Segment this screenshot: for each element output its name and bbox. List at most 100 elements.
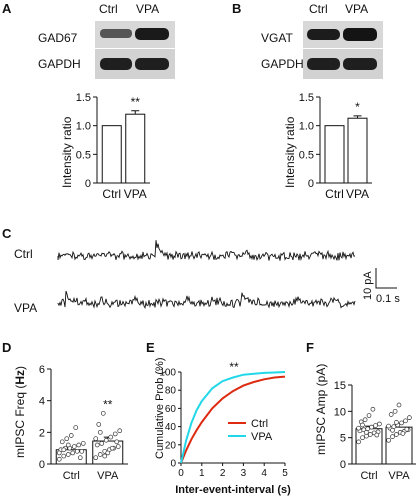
legend-label-vpa: VPA xyxy=(251,431,273,443)
significance-mark: * xyxy=(355,100,360,114)
chart-d: 0 2 4 6 Ctrl ** VPA mIPSC Freq (Hz) xyxy=(13,364,128,482)
data-point-vpa xyxy=(403,418,408,424)
data-point-ctrl xyxy=(65,442,71,448)
y-tick-label: 6 xyxy=(39,364,45,376)
y-tick-label: 5 xyxy=(340,433,346,445)
y-tick-label: 0.5 xyxy=(76,149,91,161)
series-line-vpa xyxy=(180,371,286,464)
trace-ctrl xyxy=(57,240,356,262)
data-point-vpa xyxy=(386,437,391,443)
y-tick-label: 4 xyxy=(39,396,45,408)
y-tick-label: 0 xyxy=(85,178,91,190)
data-point-ctrl xyxy=(61,447,67,453)
y-tick-label: 0 xyxy=(170,459,176,470)
y-tick-label: 80 xyxy=(165,386,177,397)
data-point-ctrl xyxy=(65,452,71,457)
x-tick-label-vpa: VPA xyxy=(388,470,410,482)
data-point-vpa xyxy=(109,445,115,451)
bar-ctrl xyxy=(324,125,345,184)
y-tick-label: 1.0 xyxy=(299,121,314,133)
error-bar-vpa xyxy=(353,115,362,119)
x-tick-label-ctrl: Ctrl xyxy=(360,470,377,482)
data-point-vpa xyxy=(394,432,399,437)
data-point-vpa xyxy=(404,426,410,432)
x-tick-label-vpa: VPA xyxy=(124,187,147,201)
data-point-vpa xyxy=(400,431,406,436)
x-tick-label: 3 xyxy=(241,468,247,479)
panel-label-a: A xyxy=(2,1,12,16)
data-point-vpa xyxy=(100,410,106,416)
data-point-ctrl xyxy=(74,448,80,454)
data-point-ctrl xyxy=(366,413,372,418)
x-tick-label: 4 xyxy=(261,468,267,479)
data-point-ctrl xyxy=(61,453,67,459)
data-point-ctrl xyxy=(80,441,86,446)
lane-label-vpa-a: VPA xyxy=(136,2,159,16)
data-point-vpa xyxy=(117,428,123,434)
y-tick-label: 1.5 xyxy=(299,92,314,104)
y-tick-label: 15 xyxy=(334,380,346,392)
significance-mark: ** xyxy=(229,360,239,374)
chart-f: 0 5 10 15 Ctrl VPA mIPSC Amp (pA) xyxy=(314,364,416,482)
data-point-vpa xyxy=(108,434,114,440)
data-point-ctrl xyxy=(70,450,76,456)
bar-ctrl xyxy=(101,125,122,184)
x-tick-label-vpa: VPA xyxy=(346,187,369,201)
data-point-ctrl xyxy=(79,448,85,454)
data-point-vpa xyxy=(105,450,111,456)
data-point-vpa xyxy=(390,427,395,433)
data-point-ctrl xyxy=(73,425,79,430)
data-point-vpa xyxy=(97,429,103,435)
trace-label-vpa: VPA xyxy=(14,301,37,315)
y-tick-label: 0 xyxy=(39,459,45,471)
blot-label-vgat: VGAT xyxy=(261,31,293,45)
data-point-ctrl xyxy=(374,432,380,438)
scale-bar xyxy=(375,268,397,289)
blot-label-gapdh-a: GAPDH xyxy=(38,57,81,71)
data-point-vpa xyxy=(407,415,412,421)
blot-label-gad67: GAD67 xyxy=(38,31,78,45)
data-point-ctrl xyxy=(364,430,369,435)
y-tick-label: 0 xyxy=(308,178,314,190)
data-point-ctrl xyxy=(367,432,373,437)
data-point-ctrl xyxy=(360,435,365,441)
x-tick-label-vpa: VPA xyxy=(97,470,119,482)
x-tick-label: 1 xyxy=(199,468,205,479)
data-point-vpa xyxy=(399,420,404,426)
data-point-ctrl xyxy=(356,425,361,431)
y-tick-label: 0 xyxy=(340,459,346,471)
data-point-vpa xyxy=(94,442,100,448)
blot-label-gapdh-b: GAPDH xyxy=(261,57,304,71)
data-point-ctrl xyxy=(362,417,368,423)
data-point-vpa xyxy=(114,439,120,445)
data-point-vpa xyxy=(112,431,118,437)
y-tick-label: 100 xyxy=(159,368,176,379)
axis-lines xyxy=(180,372,285,464)
data-point-ctrl xyxy=(68,433,74,438)
y-tick-label: 20 xyxy=(165,440,177,451)
x-tick-label: 0 xyxy=(178,468,184,479)
x-axis-label: Inter-event-interval (s) xyxy=(175,484,291,496)
western-blot-a xyxy=(95,21,175,79)
y-tick-label: 1.5 xyxy=(76,92,91,104)
data-point-vpa xyxy=(99,441,105,446)
significance-mark: ** xyxy=(103,397,113,411)
x-tick-label-ctrl: Ctrl xyxy=(325,187,344,201)
y-tick-label: 1.0 xyxy=(76,121,91,133)
y-axis-label: Intensity ratio xyxy=(60,116,74,188)
data-point-vpa xyxy=(396,402,402,408)
y-tick-label: 60 xyxy=(165,404,177,415)
data-point-vpa xyxy=(102,453,108,459)
series-line-ctrl xyxy=(180,375,286,464)
x-tick-label-ctrl: Ctrl xyxy=(63,470,80,482)
error-bar-vpa xyxy=(131,110,140,115)
trace-vpa xyxy=(57,290,356,310)
chart-b: 0 0.5 1.0 1.5 Ctrl * VPA Intensity ratio xyxy=(283,92,372,201)
trace-label-ctrl: Ctrl xyxy=(14,247,33,261)
data-point-vpa xyxy=(103,437,109,443)
data-point-ctrl xyxy=(59,439,65,445)
significance-mark: ** xyxy=(131,95,141,109)
panel-label-b: B xyxy=(232,1,241,16)
